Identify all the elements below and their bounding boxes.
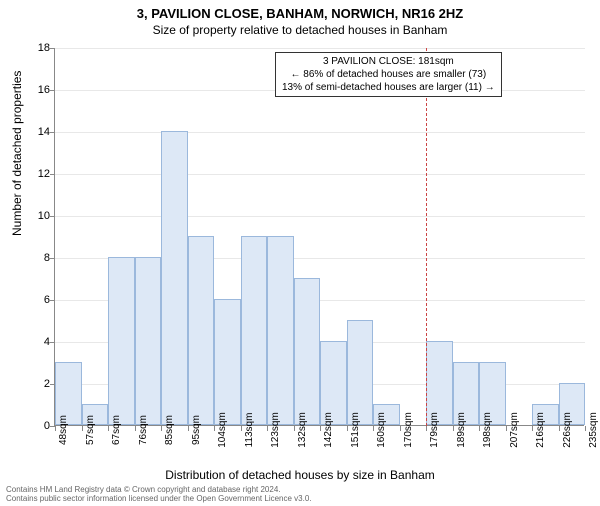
plot-region: 48sqm57sqm67sqm76sqm85sqm95sqm104sqm113s… xyxy=(54,48,584,426)
xtick-label: 151sqm xyxy=(350,412,361,448)
ytick-mark xyxy=(50,258,55,259)
info-line-2: ← 86% of detached houses are smaller (73… xyxy=(282,68,495,81)
xtick-label: 207sqm xyxy=(509,412,520,448)
ytick-label: 14 xyxy=(20,126,50,138)
xtick-label: 48sqm xyxy=(58,415,69,445)
ytick-mark xyxy=(50,174,55,175)
reference-line xyxy=(426,48,427,426)
xtick-mark xyxy=(347,426,348,431)
gridline xyxy=(55,174,585,175)
xtick-mark xyxy=(241,426,242,431)
ytick-label: 4 xyxy=(20,336,50,348)
xtick-mark xyxy=(400,426,401,431)
xtick-mark xyxy=(426,426,427,431)
ytick-mark xyxy=(50,132,55,133)
histogram-bar xyxy=(267,236,294,425)
xtick-mark xyxy=(135,426,136,431)
ytick-mark xyxy=(50,342,55,343)
xtick-mark xyxy=(506,426,507,431)
xtick-label: 216sqm xyxy=(535,412,546,448)
histogram-bar xyxy=(108,257,135,425)
xtick-mark xyxy=(479,426,480,431)
xtick-label: 95sqm xyxy=(191,415,202,445)
xtick-mark xyxy=(585,426,586,431)
histogram-bar xyxy=(241,236,268,425)
ytick-label: 2 xyxy=(20,378,50,390)
xtick-label: 198sqm xyxy=(482,412,493,448)
xtick-label: 67sqm xyxy=(111,415,122,445)
histogram-bar xyxy=(188,236,215,425)
histogram-bar xyxy=(135,257,162,425)
xtick-mark xyxy=(214,426,215,431)
ytick-label: 6 xyxy=(20,294,50,306)
xtick-label: 160sqm xyxy=(376,412,387,448)
title-main: 3, PAVILION CLOSE, BANHAM, NORWICH, NR16… xyxy=(0,6,600,21)
xtick-label: 132sqm xyxy=(297,412,308,448)
xtick-label: 235sqm xyxy=(588,412,599,448)
xtick-label: 104sqm xyxy=(217,412,228,448)
xtick-mark xyxy=(82,426,83,431)
ytick-label: 8 xyxy=(20,252,50,264)
xtick-label: 123sqm xyxy=(270,412,281,448)
ytick-label: 18 xyxy=(20,42,50,54)
xtick-mark xyxy=(373,426,374,431)
ytick-label: 16 xyxy=(20,84,50,96)
xtick-mark xyxy=(320,426,321,431)
histogram-bar xyxy=(347,320,374,425)
ytick-label: 10 xyxy=(20,210,50,222)
xtick-mark xyxy=(453,426,454,431)
xtick-label: 179sqm xyxy=(429,412,440,448)
xtick-label: 57sqm xyxy=(85,415,96,445)
xtick-label: 226sqm xyxy=(562,412,573,448)
ytick-label: 0 xyxy=(20,420,50,432)
footer-attribution: Contains HM Land Registry data © Crown c… xyxy=(6,486,312,504)
ytick-label: 12 xyxy=(20,168,50,180)
xtick-mark xyxy=(55,426,56,431)
chart-area: 48sqm57sqm67sqm76sqm85sqm95sqm104sqm113s… xyxy=(54,48,584,426)
info-line-3: 13% of semi-detached houses are larger (… xyxy=(282,81,495,94)
title-sub: Size of property relative to detached ho… xyxy=(0,23,600,37)
xtick-label: 76sqm xyxy=(138,415,149,445)
xtick-mark xyxy=(161,426,162,431)
info-box: 3 PAVILION CLOSE: 181sqm← 86% of detache… xyxy=(275,52,502,97)
xtick-mark xyxy=(559,426,560,431)
ytick-mark xyxy=(50,90,55,91)
gridline xyxy=(55,48,585,49)
ytick-mark xyxy=(50,216,55,217)
xtick-mark xyxy=(294,426,295,431)
xtick-label: 189sqm xyxy=(456,412,467,448)
xtick-mark xyxy=(108,426,109,431)
ytick-mark xyxy=(50,48,55,49)
xtick-label: 170sqm xyxy=(403,412,414,448)
xtick-label: 85sqm xyxy=(164,415,175,445)
gridline xyxy=(55,132,585,133)
ytick-mark xyxy=(50,300,55,301)
gridline xyxy=(55,216,585,217)
x-axis-title: Distribution of detached houses by size … xyxy=(0,468,600,482)
info-line-1: 3 PAVILION CLOSE: 181sqm xyxy=(282,55,495,68)
xtick-mark xyxy=(188,426,189,431)
xtick-mark xyxy=(532,426,533,431)
histogram-bar xyxy=(294,278,321,425)
xtick-label: 113sqm xyxy=(244,413,255,448)
histogram-bar xyxy=(214,299,241,425)
xtick-label: 142sqm xyxy=(323,412,334,448)
histogram-bar xyxy=(161,131,188,425)
xtick-mark xyxy=(267,426,268,431)
